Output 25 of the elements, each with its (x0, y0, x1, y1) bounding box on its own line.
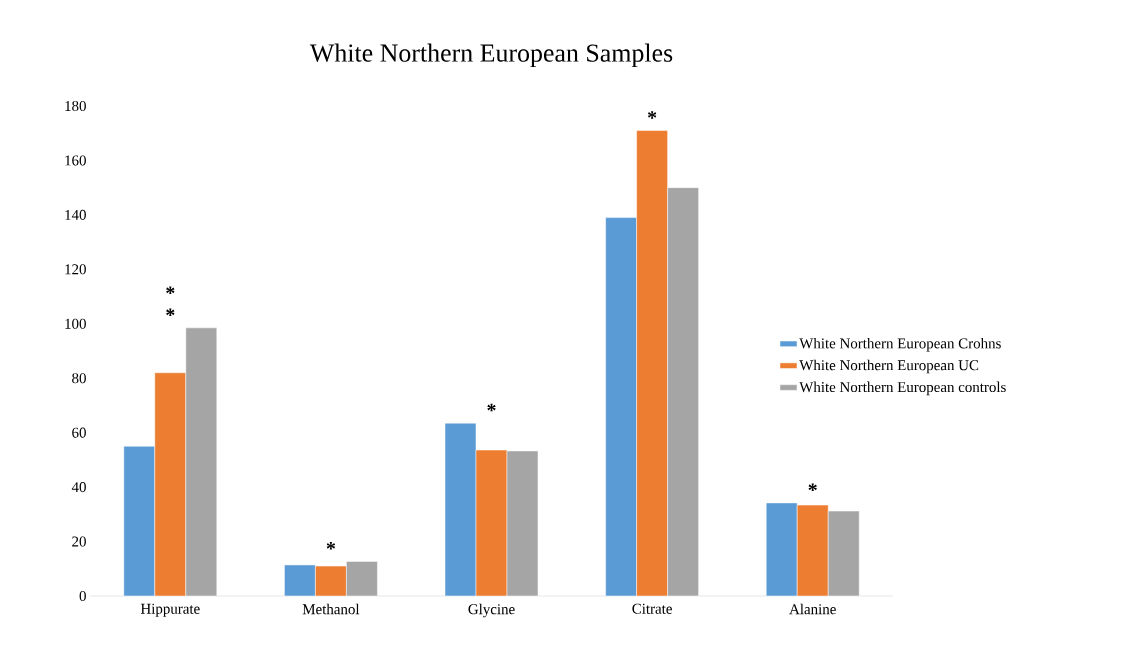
y-tick-label: 140 (65, 209, 86, 220)
legend-label: White Northern European Crohns (799, 337, 1001, 352)
x-tick-label: Citrate (632, 603, 672, 614)
y-tick-label: 120 (65, 264, 86, 275)
annotation: * (326, 542, 336, 550)
annotation: * (647, 111, 657, 119)
chart-title: White Northern European Samples (309, 43, 673, 68)
y-tick-label: 40 (71, 482, 86, 493)
x-tick-label: Methanol (302, 603, 360, 615)
y-tick-label: 0 (79, 590, 86, 602)
annotation: * (487, 403, 496, 412)
y-tick-label: 20 (72, 536, 86, 547)
y-tick-label: 100 (65, 318, 86, 329)
y-tick-label: 80 (72, 373, 86, 384)
x-tick-label: Glycine (468, 603, 515, 618)
annotation: * (166, 286, 175, 295)
y-tick-label: 160 (65, 155, 86, 166)
annotation: * (166, 308, 175, 317)
y-tick-label: 60 (72, 427, 86, 438)
annotation: * (808, 483, 817, 492)
x-tick-label: Hippurate (140, 603, 200, 617)
legend-label: White Northern European controls (799, 381, 1006, 396)
y-tick-label: 180 (65, 100, 86, 112)
x-tick-label: Alanine (789, 603, 836, 615)
legend-label: White Northern European UC (799, 359, 979, 374)
